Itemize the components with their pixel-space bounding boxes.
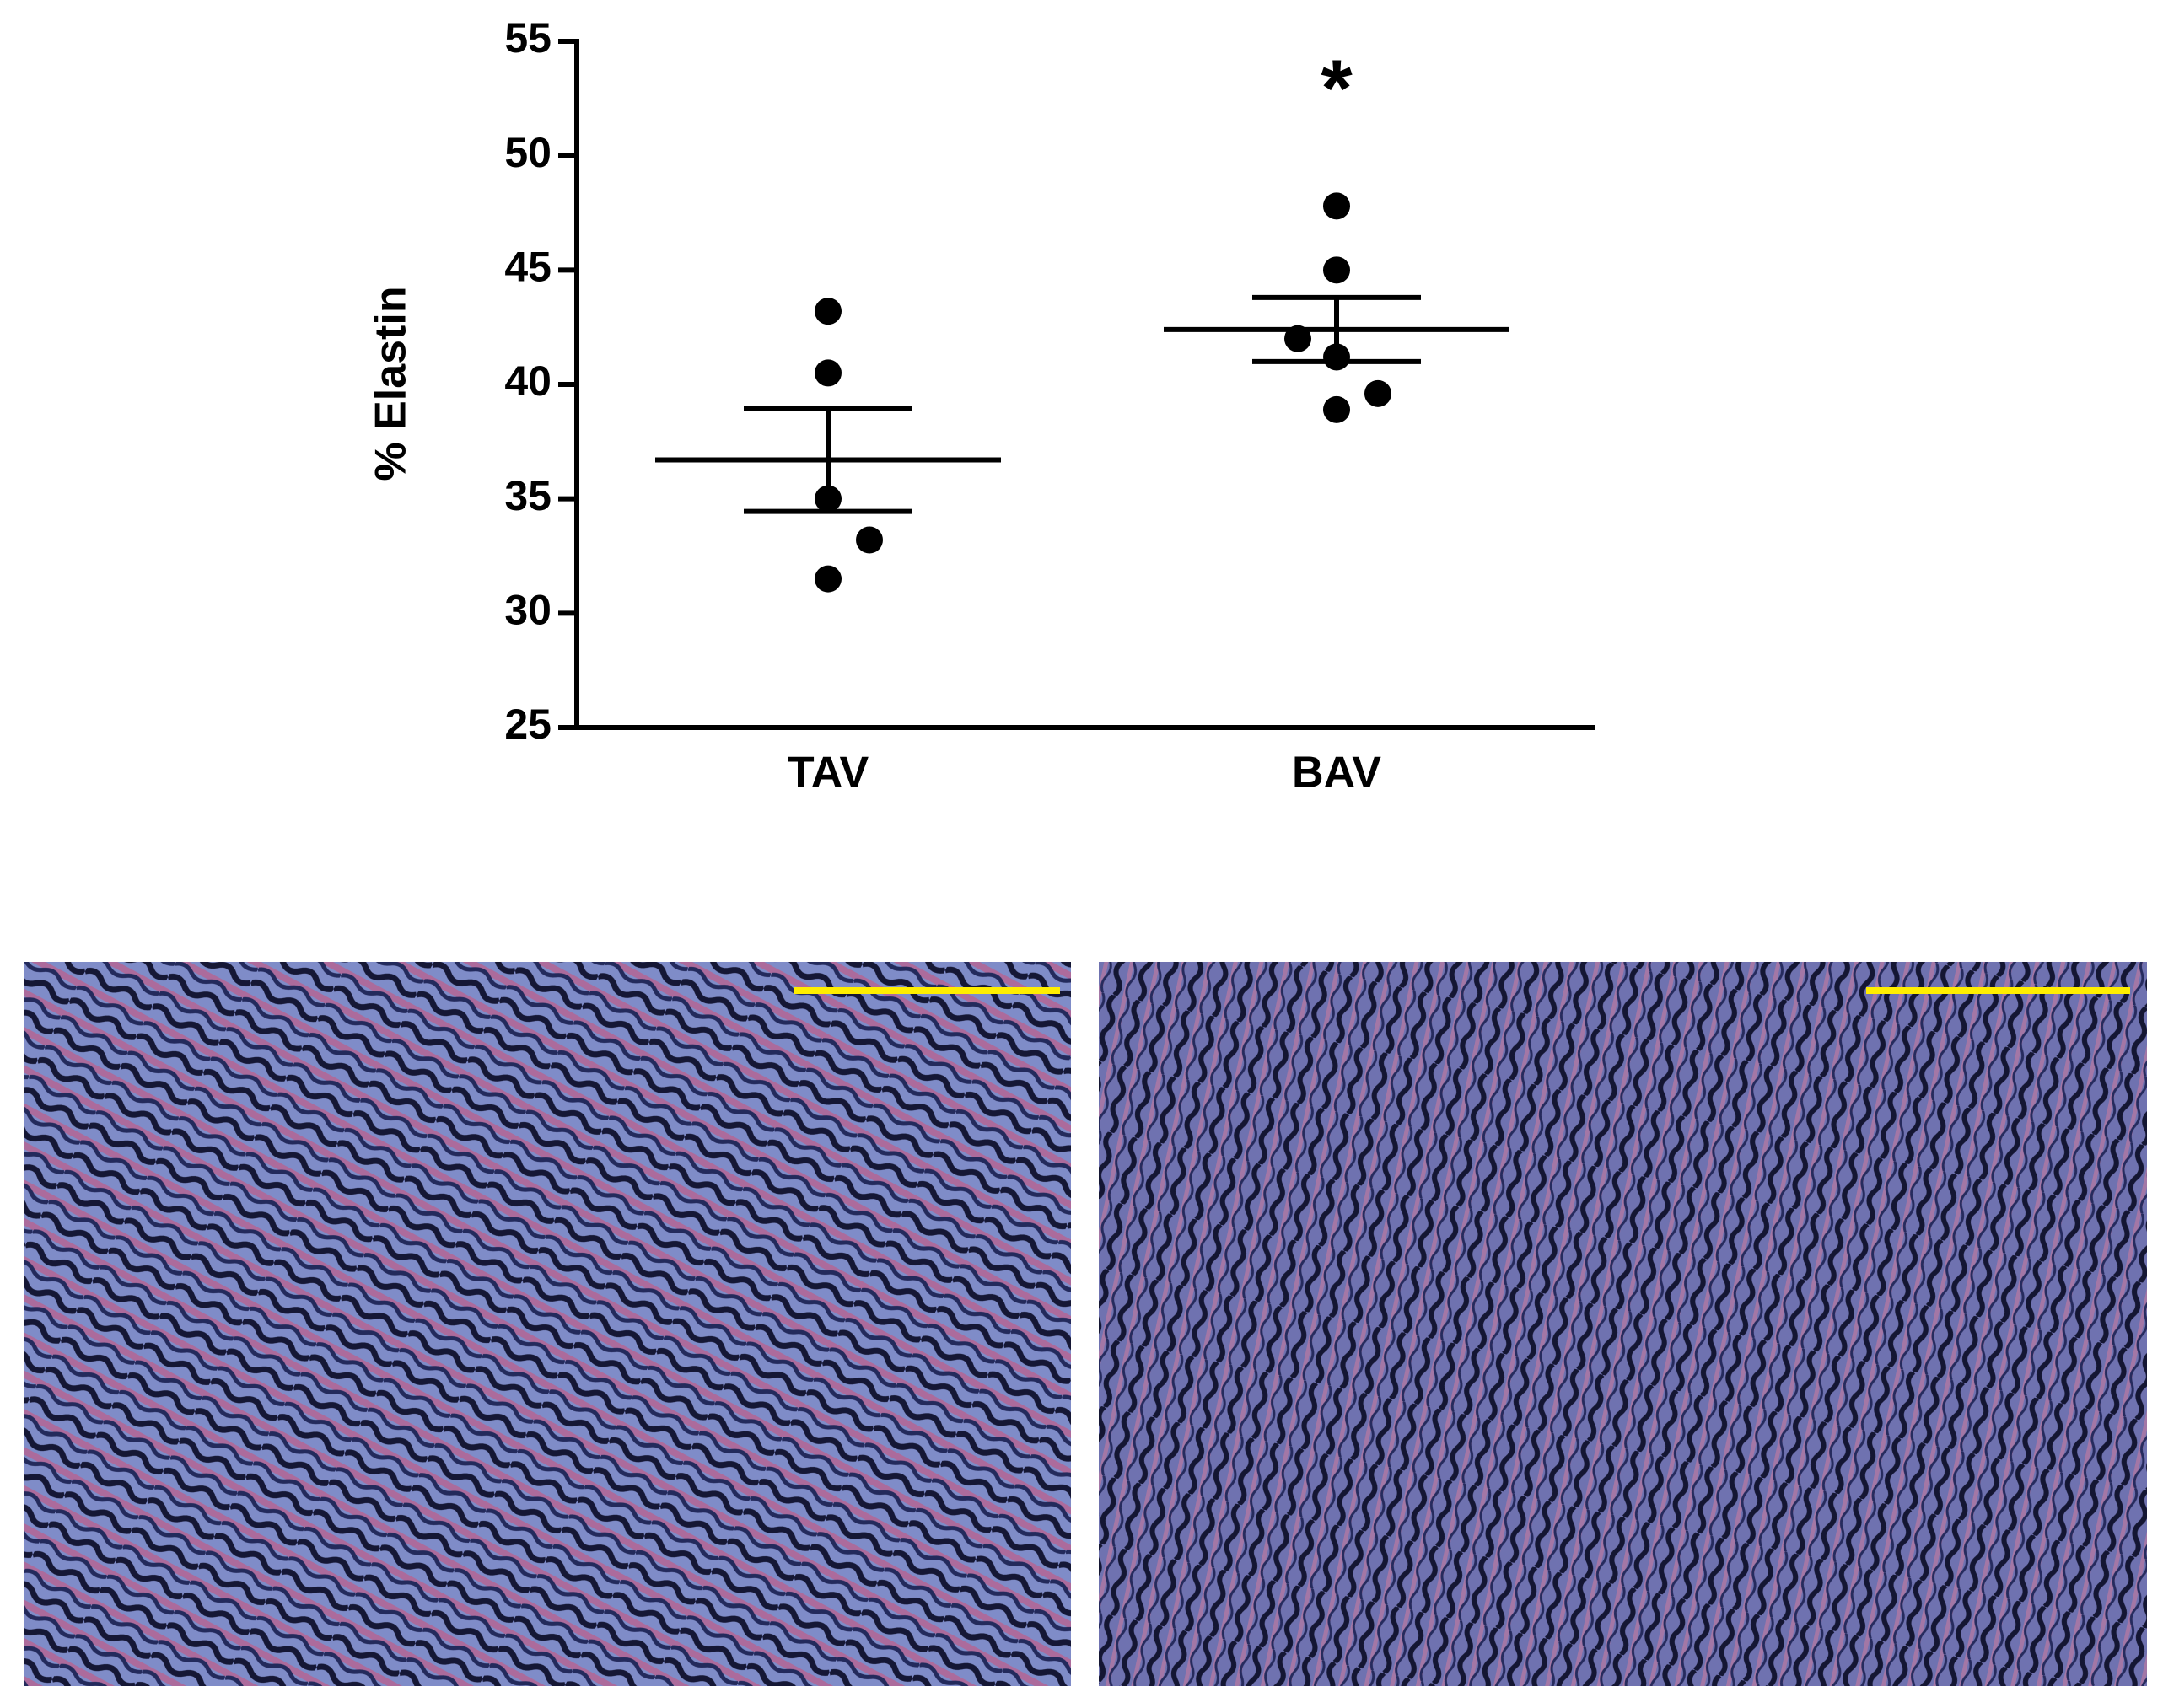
x-tick-label: BAV [1292,749,1381,798]
y-axis-label: % Elastin [367,286,416,481]
y-tick-label: 30 [504,587,552,634]
dot [1323,192,1350,220]
micrograph-bav [1099,962,2147,1686]
y-tick-label: 25 [504,701,552,748]
dot [815,298,842,325]
micrograph-tav [24,962,1071,1686]
dot [815,359,842,387]
dot [1323,395,1350,423]
y-tick-label: 45 [504,244,552,291]
annotation: * [1321,43,1353,133]
dot [1364,379,1391,407]
dot [856,526,883,554]
plot: 25 30 35 40 45 50 55 TAV BAV * [504,14,1595,798]
dot [1323,256,1350,284]
y-tick-label: 55 [504,14,552,62]
y-tick-label: 50 [504,129,552,176]
x-tick-label: TAV [788,749,869,798]
dot [815,565,842,593]
y-tick-label: 35 [504,472,552,519]
y-tick-label: 40 [504,357,552,405]
